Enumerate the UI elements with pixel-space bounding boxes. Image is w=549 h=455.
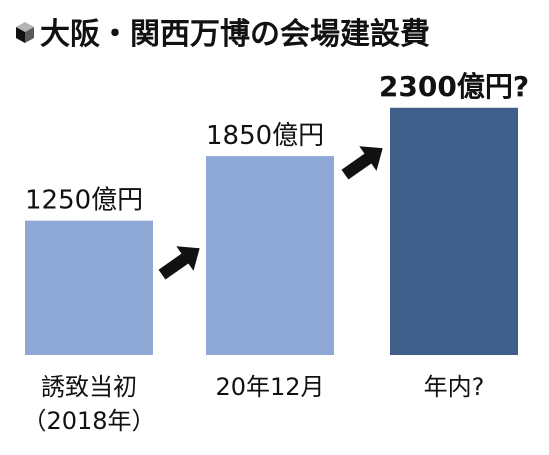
category-label-1-line-1: 誘致当初 (41, 373, 137, 401)
category-label-2: 20年12月 (215, 373, 324, 401)
value-label-1: 1250億円 (25, 186, 143, 216)
arrows (158, 146, 383, 280)
bar-3 (390, 107, 518, 355)
arrow-1 (158, 246, 200, 280)
category-label-1-line-2: （2018年） (22, 407, 155, 435)
chart-title: 大阪・関西万博の会場建設費 (40, 17, 430, 52)
value-label-2: 1850億円 (206, 121, 324, 151)
bar-2 (206, 156, 334, 355)
value-labels: 1250億円 1850億円 2300億円? (25, 70, 529, 216)
bar-1 (25, 220, 153, 355)
cube-icon (16, 22, 34, 43)
category-labels: 誘致当初 （2018年） 20年12月 年内? (22, 373, 484, 435)
title-group: 大阪・関西万博の会場建設費 (16, 17, 430, 52)
bars (25, 107, 518, 355)
arrow-2 (341, 146, 383, 180)
category-label-3: 年内? (424, 373, 485, 401)
value-label-3: 2300億円? (379, 70, 529, 103)
